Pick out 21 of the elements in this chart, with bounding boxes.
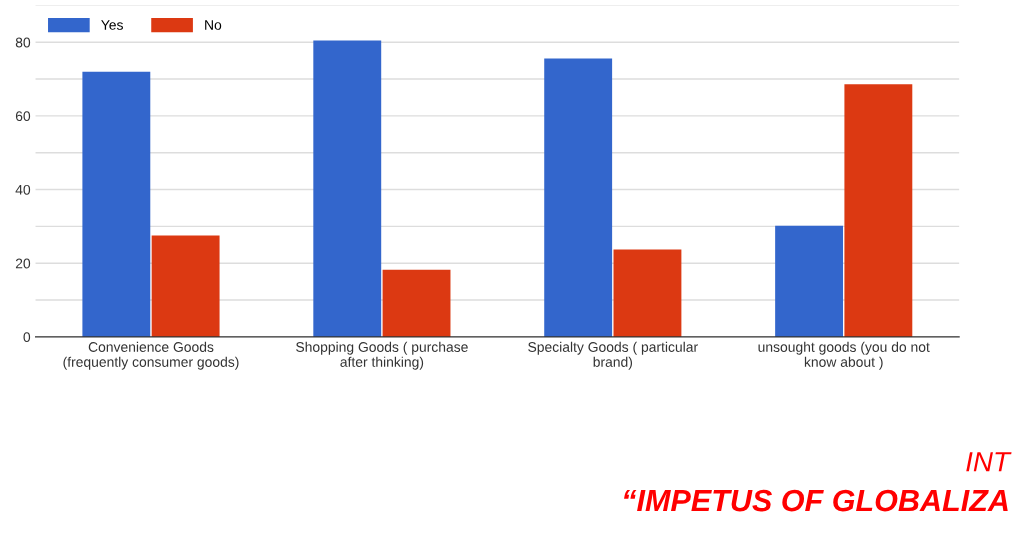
bar bbox=[844, 84, 913, 337]
legend-label: Yes bbox=[101, 20, 123, 30]
x-tick-label: Shopping Goods ( purchase after thinking) bbox=[296, 341, 468, 370]
text: INT bbox=[966, 452, 1012, 472]
bar bbox=[151, 235, 220, 337]
y-tick-label: 0 bbox=[23, 332, 31, 343]
bar bbox=[382, 269, 451, 337]
text: “IMPETUS OF GLOBALIZA bbox=[624, 489, 1008, 512]
y-tick-label: 60 bbox=[15, 111, 31, 122]
bar bbox=[82, 71, 151, 337]
y-tick-label: 80 bbox=[15, 37, 31, 48]
bar bbox=[544, 58, 613, 337]
x-tick-label: Convenience Goods (frequently consumer goods) bbox=[63, 341, 239, 370]
x-tick-label: Specialty Goods ( particular brand) bbox=[528, 341, 698, 370]
bar bbox=[775, 225, 844, 337]
x-tick-label: unsought goods (you do not know about ) bbox=[758, 341, 930, 370]
legend-label: No bbox=[205, 20, 222, 30]
bar bbox=[313, 40, 382, 337]
y-tick-label: 20 bbox=[15, 258, 31, 269]
y-tick-label: 40 bbox=[15, 184, 31, 195]
bar bbox=[613, 249, 682, 337]
